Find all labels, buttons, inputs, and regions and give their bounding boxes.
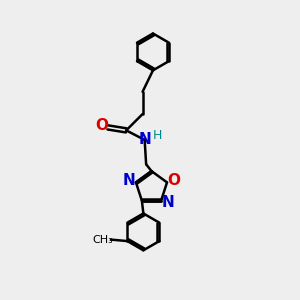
Text: N: N: [139, 132, 152, 147]
Text: O: O: [95, 118, 108, 134]
Text: CH₃: CH₃: [92, 235, 113, 244]
Text: N: N: [123, 173, 136, 188]
Text: H: H: [152, 129, 162, 142]
Text: O: O: [167, 172, 180, 188]
Text: N: N: [161, 195, 174, 210]
